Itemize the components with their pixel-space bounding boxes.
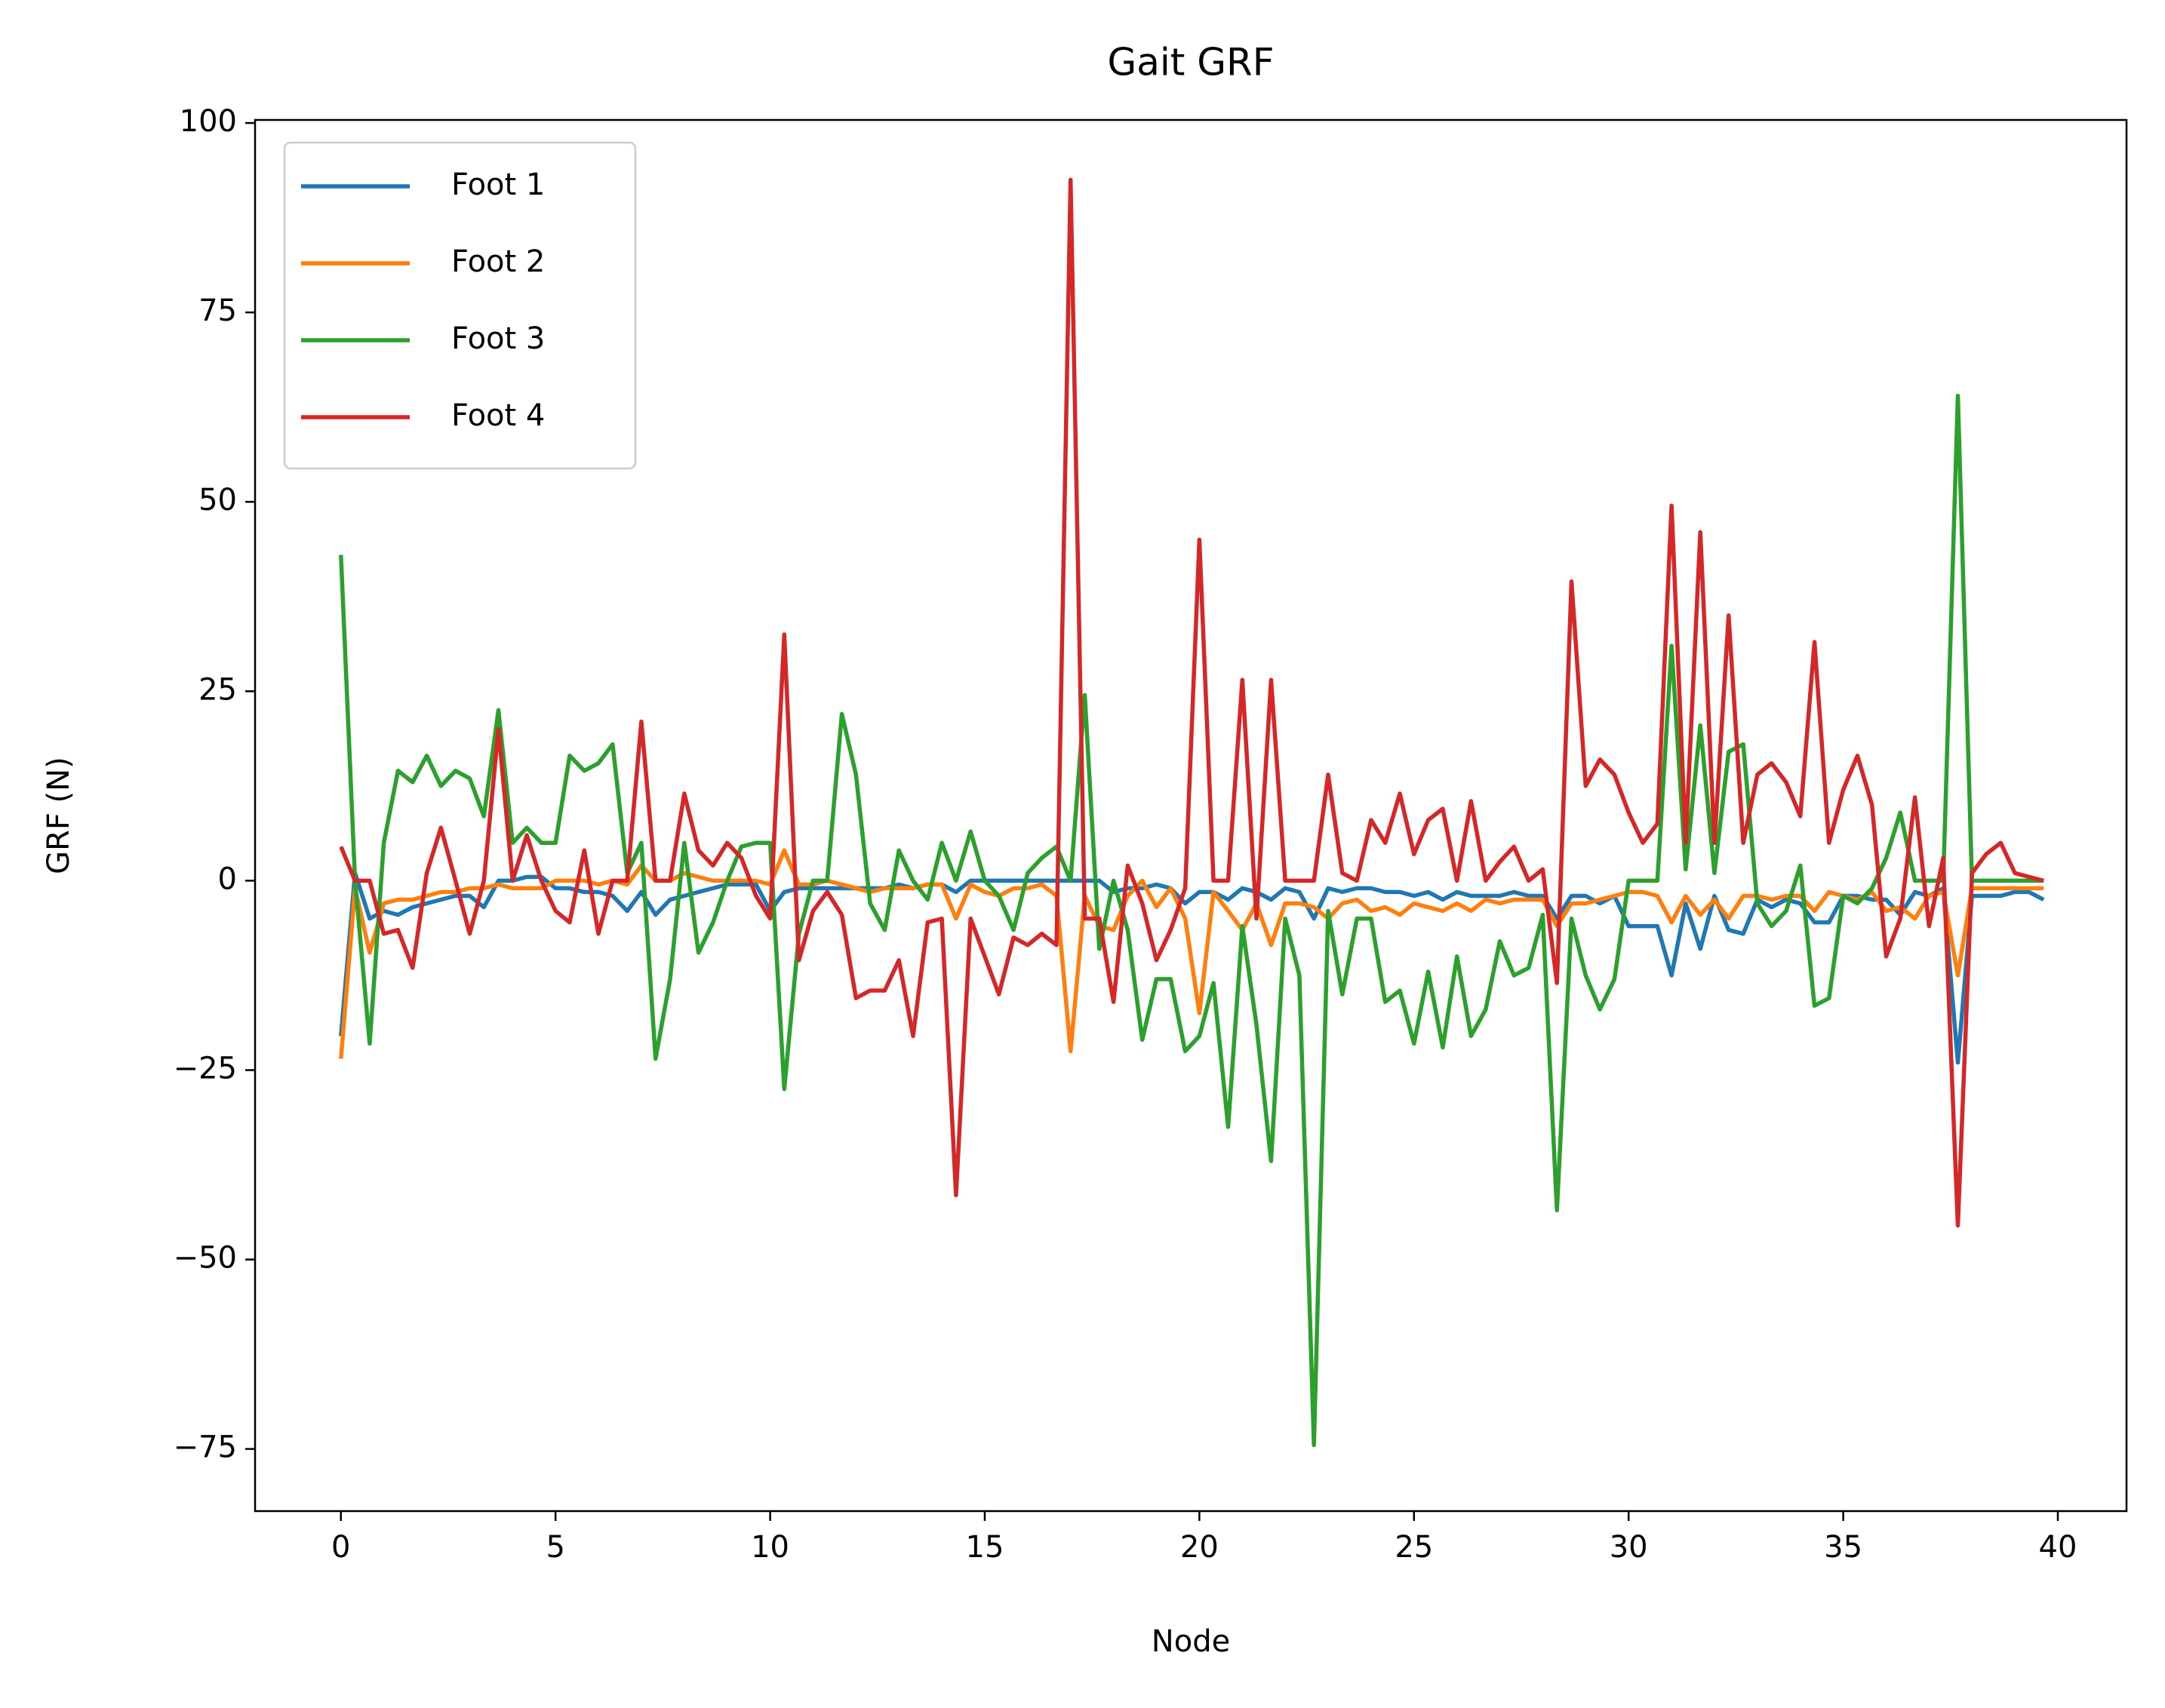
series-line <box>339 177 2044 1228</box>
x-tick-label: 0 <box>331 1530 350 1565</box>
y-tick-label: −50 <box>174 1241 237 1276</box>
y-tick-label: 25 <box>198 672 237 707</box>
y-axis-label: GRF (N) <box>42 757 76 874</box>
legend-label: Foot 3 <box>451 321 545 356</box>
x-tick-label: 20 <box>1180 1530 1219 1565</box>
x-tick-label: 10 <box>751 1530 789 1565</box>
legend-label: Foot 1 <box>451 167 545 202</box>
legend-label: Foot 4 <box>451 398 545 433</box>
series-line <box>339 393 2044 1448</box>
series-line <box>339 871 2045 1065</box>
chart-title: Gait GRF <box>1107 41 1274 84</box>
x-tick-label: 5 <box>546 1530 564 1565</box>
x-tick-label: 35 <box>1824 1530 1862 1565</box>
x-tick-label: 25 <box>1395 1530 1433 1565</box>
x-tick-label: 15 <box>966 1530 1004 1565</box>
series-line <box>339 848 2044 1059</box>
legend-box <box>283 141 637 470</box>
x-tick-label: 40 <box>2039 1530 2077 1565</box>
y-tick-label: 0 <box>218 862 237 896</box>
x-axis-label: Node <box>1152 1624 1230 1659</box>
y-tick-label: 100 <box>180 104 237 139</box>
x-tick-label: 30 <box>1610 1530 1648 1565</box>
y-tick-label: 50 <box>198 483 237 518</box>
legend-label: Foot 2 <box>451 244 545 279</box>
y-tick-label: −25 <box>174 1051 237 1086</box>
y-tick-label: −75 <box>174 1430 237 1465</box>
plot-frame <box>254 118 2128 1513</box>
y-tick-label: 75 <box>198 293 237 328</box>
